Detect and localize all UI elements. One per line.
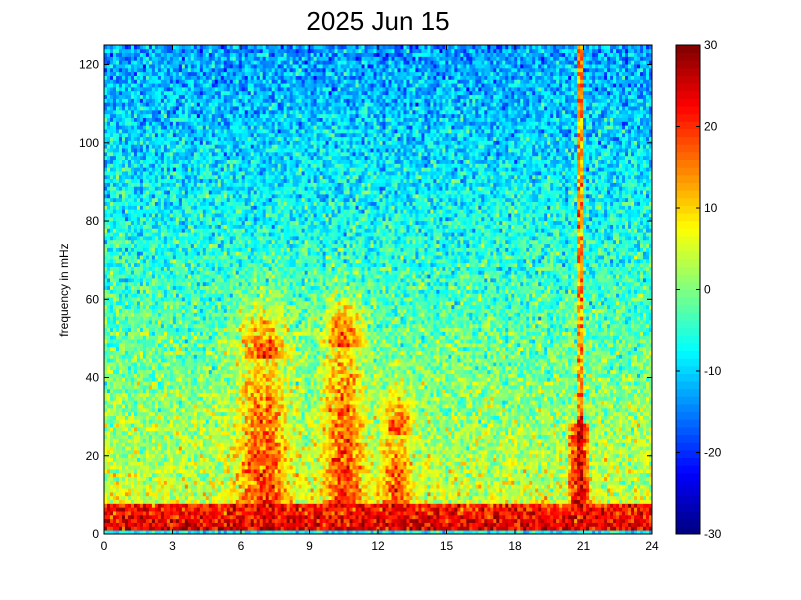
y-tick-label: 100: [79, 136, 99, 150]
colorbar-swatch: [676, 472, 700, 481]
colorbar-swatch: [676, 281, 700, 290]
x-tick-label: 24: [645, 539, 659, 553]
colorbar-swatch: [676, 495, 700, 504]
colorbar-swatch: [676, 457, 700, 466]
x-tick-label: 9: [306, 539, 313, 553]
y-tick-label: 40: [86, 371, 100, 385]
colorbar-swatch: [676, 45, 700, 54]
x-tick-label: 21: [577, 539, 591, 553]
y-axis-label: frequency in mHz: [57, 243, 71, 336]
colorbar-tick-label: 10: [704, 201, 718, 215]
x-tick-label: 0: [101, 539, 108, 553]
colorbar-swatch: [676, 60, 700, 69]
x-tick-label: 12: [371, 539, 385, 553]
colorbar-swatch: [676, 121, 700, 130]
colorbar-tick-label: 0: [704, 283, 711, 297]
colorbar-swatch: [676, 297, 700, 306]
colorbar-swatch: [676, 373, 700, 382]
colorbar-swatch: [676, 465, 700, 474]
colorbar-swatch: [676, 480, 700, 489]
y-tick-label: 0: [92, 527, 99, 541]
colorbar-swatch: [676, 113, 700, 122]
colorbar-swatch: [676, 197, 700, 206]
colorbar-axis: 30 20 10 0 -10 -20 -30: [676, 38, 722, 541]
y-tick-label: 20: [86, 449, 100, 463]
colorbar-swatch: [676, 358, 700, 367]
colorbar-swatch: [676, 327, 700, 336]
colorbar-swatch: [676, 411, 700, 420]
x-tick-label: 6: [238, 539, 245, 553]
x-axis: 0 3 6 9 12 15 18 21 24: [101, 45, 659, 553]
chart-title: 2025 Jun 15: [104, 6, 652, 37]
colorbar-tick-label: 20: [704, 120, 718, 134]
colorbar-swatch: [676, 434, 700, 443]
colorbar-swatch: [676, 98, 700, 107]
colorbar-swatch: [676, 174, 700, 183]
colorbar-swatch: [676, 388, 700, 397]
colorbar-swatch: [676, 342, 700, 352]
colorbar-swatch: [676, 518, 700, 527]
colorbar-swatch: [676, 167, 700, 176]
colorbar-swatch: [676, 258, 700, 267]
colorbar-swatch: [676, 404, 700, 413]
colorbar-swatch: [676, 442, 700, 451]
colorbar-swatch: [676, 289, 700, 298]
spectrogram-heatmap: [104, 45, 653, 535]
colorbar-tick-label: -10: [704, 364, 722, 378]
colorbar-swatch: [676, 488, 700, 497]
y-tick-label: 120: [79, 58, 99, 72]
colorbar-swatch: [676, 52, 700, 61]
colorbar-swatch: [676, 396, 700, 405]
colorbar-swatch: [676, 106, 700, 115]
colorbar-swatch: [676, 274, 700, 283]
colorbar-swatch: [676, 449, 700, 458]
colorbar-swatch: [676, 526, 700, 535]
colorbar-tick-label: 30: [704, 38, 718, 52]
colorbar-tick-label: -30: [704, 527, 722, 541]
y-axis: 0 20 40 60 80 100 120: [79, 58, 652, 541]
colorbar-swatch: [676, 266, 700, 275]
colorbar-swatch: [676, 350, 700, 359]
colorbar-swatch: [676, 220, 700, 229]
colorbar-swatch: [676, 381, 700, 390]
colorbar-swatch: [676, 67, 700, 76]
colorbar-swatch: [676, 419, 700, 428]
colorbar-swatch: [676, 213, 700, 222]
colorbar-swatch: [676, 190, 700, 199]
colorbar-swatch: [676, 365, 700, 374]
y-tick-label: 80: [86, 214, 100, 228]
colorbar-swatch: [676, 228, 700, 237]
colorbar-swatch: [676, 83, 700, 92]
colorbar: [676, 45, 700, 535]
y-tick-label: 60: [86, 292, 100, 306]
colorbar-swatch: [676, 304, 700, 313]
colorbar-swatch: [676, 144, 700, 153]
colorbar-swatch: [676, 159, 700, 168]
colorbar-swatch: [676, 205, 700, 214]
colorbar-swatch: [676, 129, 700, 138]
colorbar-swatch: [676, 320, 700, 329]
colorbar-swatch: [676, 236, 700, 245]
colorbar-swatch: [676, 136, 700, 145]
colorbar-swatch: [676, 251, 700, 260]
colorbar-swatch: [676, 182, 700, 191]
x-tick-label: 18: [508, 539, 522, 553]
colorbar-tick-label: -20: [704, 446, 722, 460]
x-tick-label: 15: [440, 539, 454, 553]
colorbar-swatch: [676, 427, 700, 436]
colorbar-swatch: [676, 511, 700, 520]
x-tick-label: 3: [169, 539, 176, 553]
colorbar-swatch: [676, 151, 700, 161]
colorbar-swatch: [676, 503, 700, 512]
colorbar-swatch: [676, 335, 700, 344]
colorbar-swatch: [676, 75, 700, 84]
colorbar-swatch: [676, 90, 700, 99]
colorbar-swatch: [676, 312, 700, 321]
colorbar-swatch: [676, 243, 700, 252]
